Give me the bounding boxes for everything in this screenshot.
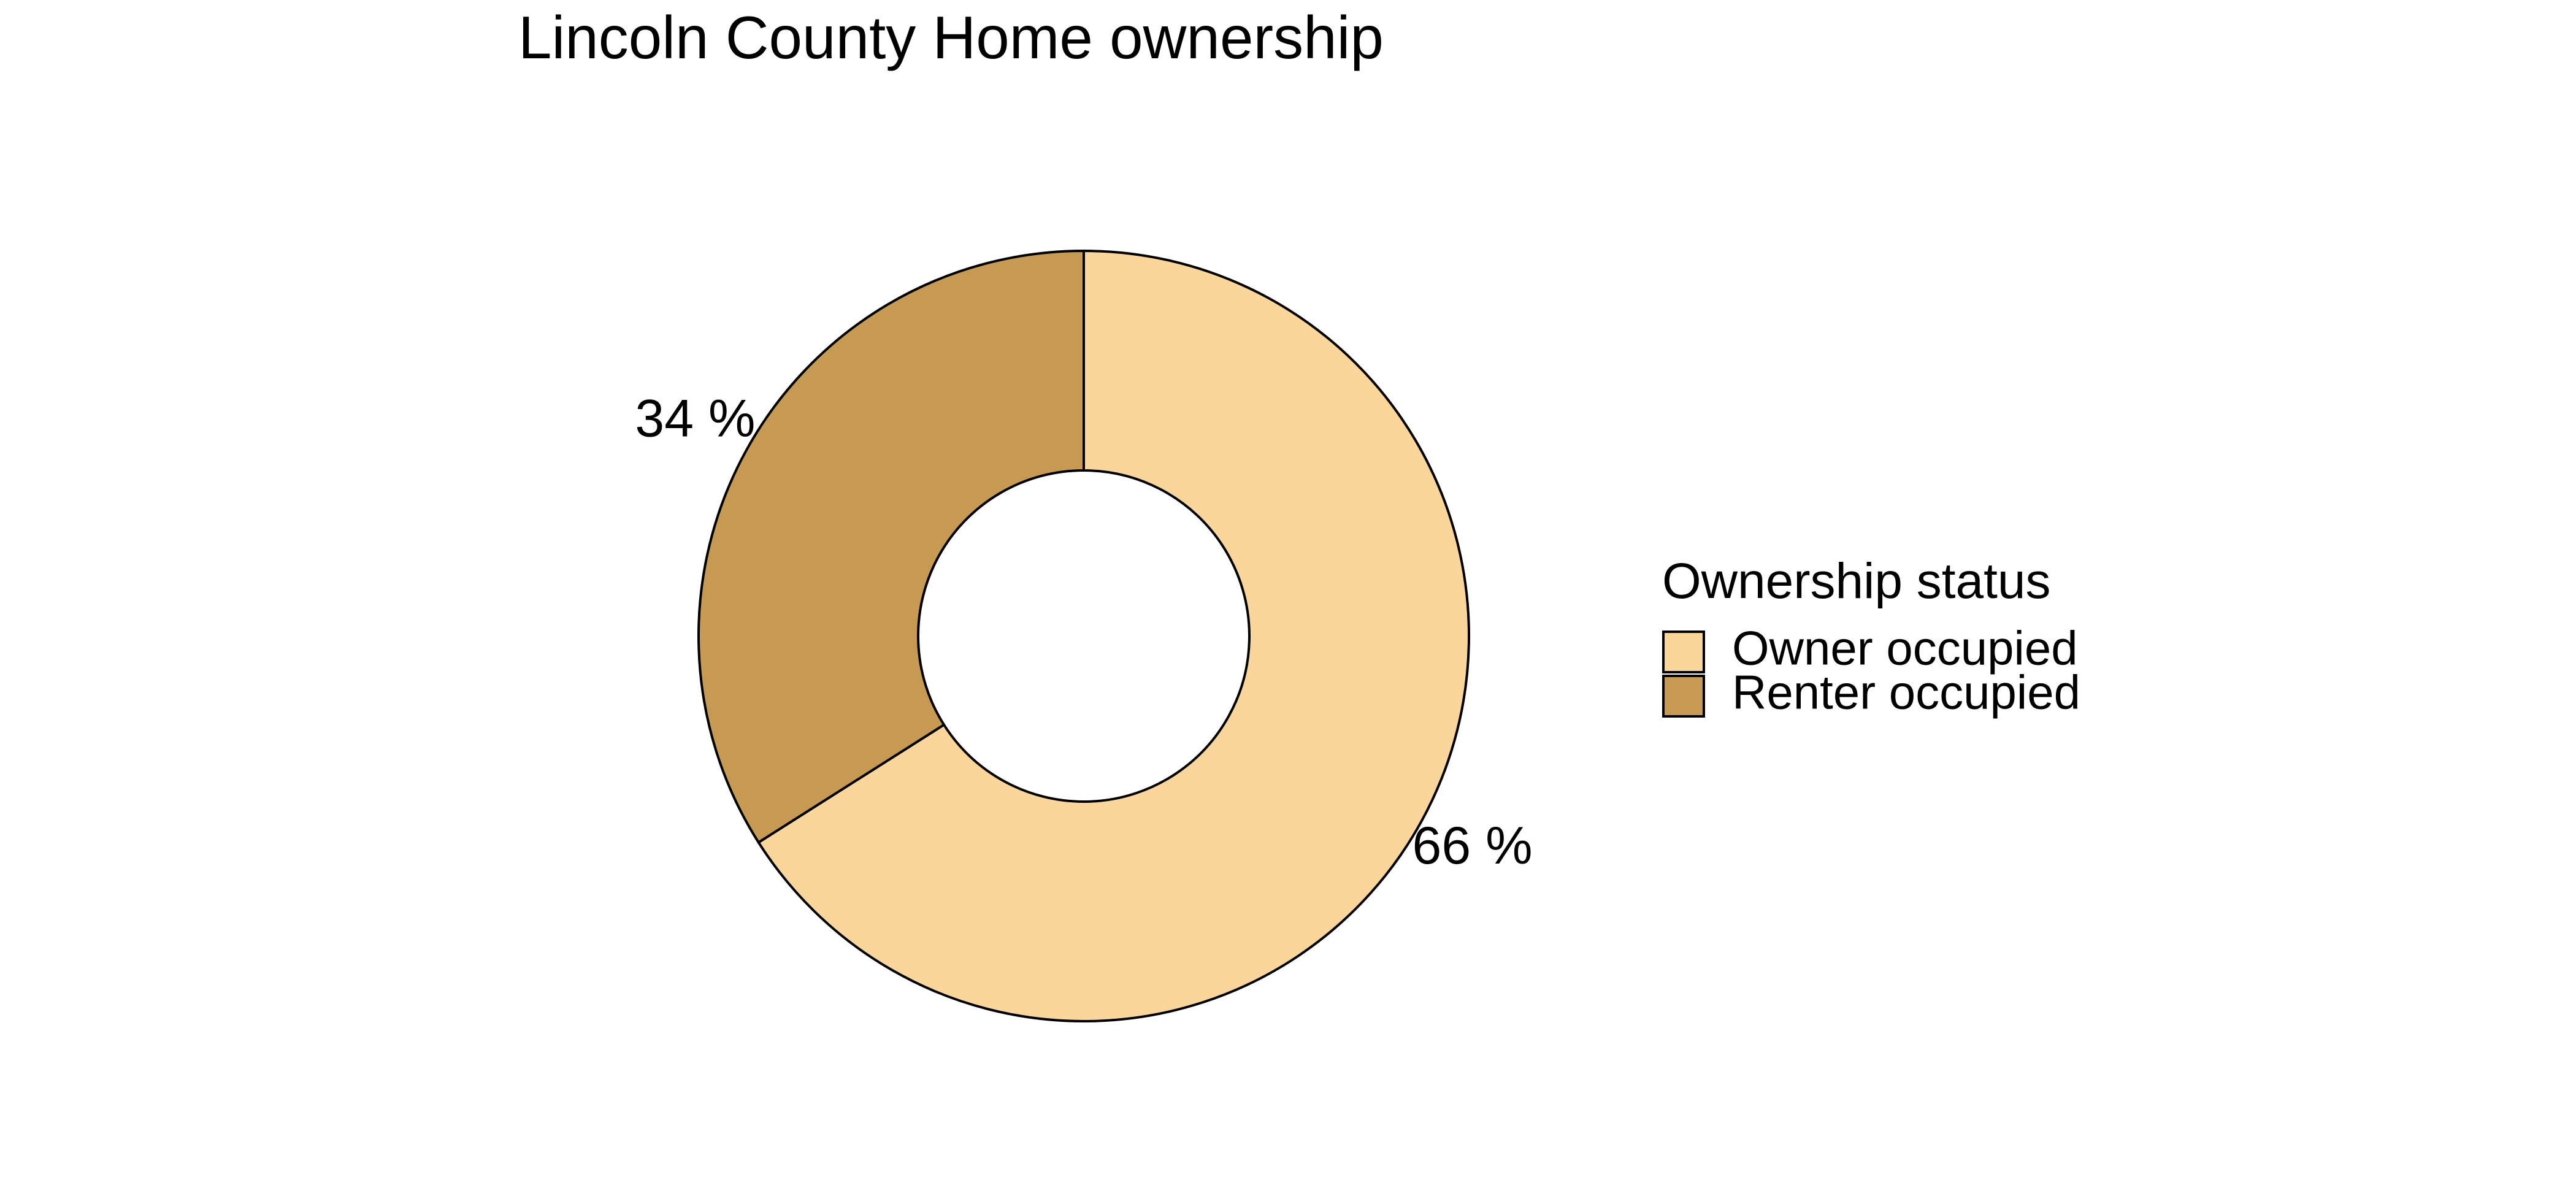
legend-swatch [1662,631,1705,673]
donut-slices [697,249,1470,1022]
legend-title: Ownership status [1662,553,2051,609]
slice-value-label: 66 % [1413,816,1533,875]
slice-value-label: 34 % [635,389,755,448]
legend-item: Renter occupied [1662,665,2080,719]
legend-label: Owner occupied [1732,621,2078,675]
slice-renter-occupied [697,249,1085,845]
slice-labels: 66 % 34 % [635,389,1532,875]
legend-item: Owner occupied [1662,621,2078,675]
legend-label: Renter occupied [1732,665,2080,719]
slice-owner-occupied [756,249,1470,1022]
chart-title: Lincoln County Home ownership [518,4,1384,71]
legend-swatch [1662,675,1705,718]
